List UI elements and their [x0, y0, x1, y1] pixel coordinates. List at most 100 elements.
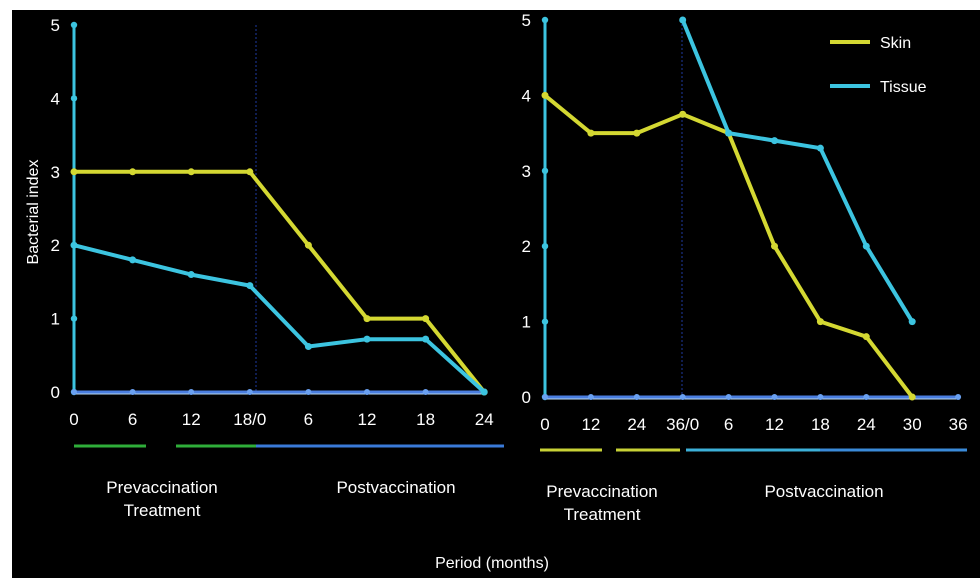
x-tick-label: 30 [903, 415, 922, 434]
x-tick-mark [679, 394, 686, 400]
x-tick-label: 24 [857, 415, 876, 434]
x-tick-mark [364, 389, 370, 395]
data-point [304, 342, 312, 350]
y-tick-label: 0 [51, 383, 60, 402]
data-point [70, 241, 78, 249]
data-point [422, 335, 430, 343]
x-tick-label: 6 [724, 415, 733, 434]
series-line [72, 243, 487, 394]
x-tick-mark [817, 394, 824, 400]
x-tick-mark [246, 389, 253, 395]
phase-label-postvaccination: Postvaccination [764, 482, 883, 501]
x-tick-label: 24 [475, 410, 494, 429]
data-point [363, 315, 371, 323]
y-tick-label: 0 [522, 388, 531, 407]
data-point [422, 315, 430, 323]
data-point [862, 242, 870, 250]
phase-label-postvaccination: Postvaccination [336, 478, 455, 497]
x-tick-label: 0 [540, 415, 549, 434]
y-tick-label: 3 [522, 162, 531, 181]
data-point [862, 333, 870, 341]
x-axis-title: Period (months) [435, 555, 549, 572]
x-tick-label: 12 [182, 410, 201, 429]
x-tick-label: 12 [581, 415, 600, 434]
y-axis-title: Bacterial index [25, 160, 42, 265]
data-point [816, 144, 824, 152]
data-point [246, 168, 254, 176]
y-tick-mark [70, 315, 78, 322]
y-tick-label: 4 [51, 89, 60, 108]
data-point [187, 271, 195, 279]
x-tick-label: 12 [358, 410, 377, 429]
x-tick-label: 12 [765, 415, 784, 434]
y-tick-label: 2 [522, 237, 531, 256]
x-tick-mark [422, 389, 429, 395]
x-tick-mark [587, 394, 594, 400]
chart-canvas: Bacterial index Period (months) Skin Tiss… [25, 11, 968, 572]
data-point [587, 129, 595, 137]
y-tick-mark [541, 167, 549, 174]
data-point [541, 91, 549, 99]
y-tick-label: 2 [51, 236, 60, 255]
x-tick-mark [863, 394, 870, 400]
x-tick-mark [129, 389, 136, 395]
y-tick-label: 1 [51, 310, 60, 329]
y-tick-mark [70, 95, 78, 102]
data-point [70, 168, 78, 176]
phase-label-prevaccination: Prevaccination [106, 478, 218, 497]
data-point [816, 318, 824, 326]
phase-label-treatment: Treatment [124, 501, 201, 520]
x-tick-label: 36 [949, 415, 968, 434]
series-line [543, 93, 915, 399]
data-point [480, 388, 488, 396]
data-point [908, 393, 916, 401]
data-point [129, 256, 137, 264]
x-tick-label: 0 [69, 410, 78, 429]
x-tick-mark [71, 389, 77, 395]
data-point [129, 168, 137, 176]
y-tick-mark [541, 16, 549, 24]
x-tick-mark [633, 394, 640, 400]
x-tick-mark [542, 394, 548, 400]
x-tick-mark [955, 394, 962, 400]
x-tick-label: 18 [416, 410, 435, 429]
y-tick-label: 3 [51, 163, 60, 182]
data-point [246, 282, 254, 290]
y-tick-mark [70, 21, 78, 29]
x-tick-label: 36/0 [666, 415, 699, 434]
x-tick-label: 18 [811, 415, 830, 434]
data-point [679, 110, 687, 118]
data-point [908, 318, 916, 326]
x-tick-mark [188, 389, 195, 395]
data-point [679, 16, 687, 24]
x-tick-mark [771, 394, 778, 400]
data-point [771, 137, 778, 145]
series-line [680, 18, 915, 324]
x-tick-label: 6 [304, 410, 313, 429]
y-tick-label: 4 [522, 86, 531, 105]
series-line [72, 169, 487, 394]
x-tick-mark [305, 389, 312, 395]
data-point [725, 129, 733, 137]
y-tick-mark [541, 318, 549, 325]
data-point [187, 168, 195, 176]
phase-label-prevaccination: Prevaccination [546, 482, 658, 501]
data-point [771, 242, 778, 250]
x-tick-label: 6 [128, 410, 137, 429]
y-tick-label: 5 [51, 16, 60, 35]
y-tick-label: 5 [522, 11, 531, 30]
x-tick-label: 24 [627, 415, 646, 434]
y-tick-label: 1 [522, 313, 531, 332]
y-tick-mark [541, 243, 549, 250]
legend: Skin Tissue [830, 35, 927, 96]
legend-label: Skin [880, 35, 911, 52]
x-tick-label: 18/0 [233, 410, 266, 429]
data-point [363, 335, 371, 343]
chart-figure: Bacterial index Period (months) Skin Tiss… [12, 10, 980, 578]
data-point [304, 241, 312, 249]
x-tick-mark [725, 394, 732, 400]
phase-label-treatment: Treatment [564, 505, 641, 524]
data-point [633, 129, 641, 137]
